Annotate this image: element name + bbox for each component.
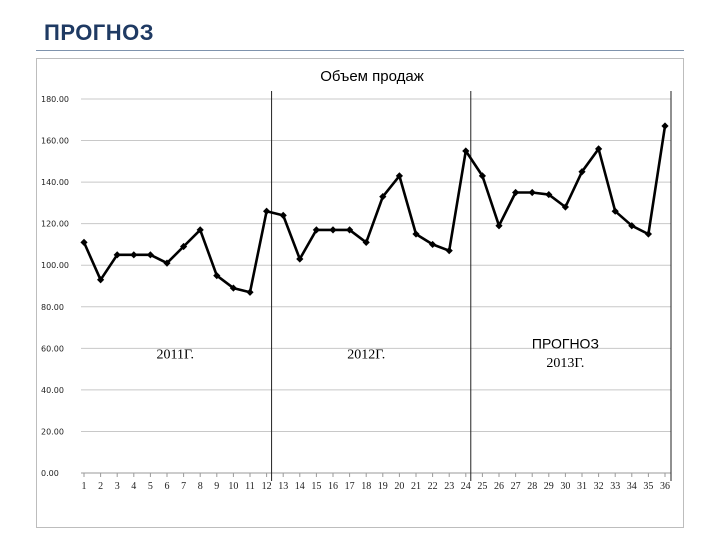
data-point bbox=[478, 172, 486, 180]
x-tick-label: 15 bbox=[311, 481, 321, 492]
data-point bbox=[578, 168, 586, 176]
x-tick-label: 25 bbox=[477, 481, 487, 492]
x-tick-label: 8 bbox=[198, 481, 203, 492]
data-point bbox=[312, 226, 320, 234]
data-point bbox=[180, 242, 188, 251]
data-point bbox=[362, 238, 370, 246]
x-tick-label: 10 bbox=[228, 481, 238, 492]
x-tick-label: 19 bbox=[378, 481, 388, 492]
y-tick-label: 20.00 bbox=[41, 427, 64, 436]
data-point bbox=[97, 276, 105, 284]
x-tick-label: 6 bbox=[165, 481, 170, 492]
y-tick-label: 0.00 bbox=[41, 469, 59, 478]
chart-title: Объем продаж bbox=[320, 68, 424, 85]
y-tick-label: 100.00 bbox=[41, 261, 69, 270]
x-tick-label: 29 bbox=[544, 481, 554, 492]
y-tick-label: 180.00 bbox=[41, 95, 69, 104]
data-point bbox=[196, 226, 204, 234]
year-label: 2012Г. bbox=[347, 348, 385, 363]
series-line bbox=[82, 125, 667, 294]
data-point bbox=[644, 230, 652, 238]
chart-frame: Объем продаж 0.00 20.00 40.00 60.00 80.00 100… bbox=[36, 58, 684, 528]
data-point bbox=[445, 247, 453, 255]
x-tick-label: 21 bbox=[411, 481, 421, 492]
x-tick-label: 35 bbox=[643, 481, 653, 492]
x-tick-label: 12 bbox=[262, 481, 272, 492]
slide-title: ПРОГНОЗ bbox=[44, 20, 155, 45]
data-point bbox=[346, 226, 354, 234]
data-point bbox=[512, 188, 520, 197]
x-axis-ticks: 1 2 3 4 5 6 7 8 9 10 11 12 13 14 15 16 17 18 19 20 21 22 23 24 2… bbox=[82, 473, 670, 492]
data-point bbox=[296, 255, 304, 263]
y-tick-label: 80.00 bbox=[41, 303, 64, 312]
y-tick-label: 160.00 bbox=[41, 137, 69, 146]
x-tick-label: 2 bbox=[98, 481, 103, 492]
x-tick-label: 13 bbox=[278, 481, 288, 492]
x-tick-label: 22 bbox=[428, 481, 438, 492]
x-tick-label: 16 bbox=[328, 481, 338, 492]
x-tick-label: 5 bbox=[148, 481, 153, 492]
x-tick-label: 30 bbox=[560, 481, 570, 492]
x-tick-label: 17 bbox=[345, 481, 355, 492]
line-chart: Объем продаж 0.0020.0040.0060.0080.00100… bbox=[41, 68, 672, 492]
data-point bbox=[263, 207, 271, 215]
x-tick-label: 11 bbox=[245, 481, 255, 492]
x-tick-label: 18 bbox=[361, 481, 371, 492]
x-tick-label: 4 bbox=[131, 481, 136, 492]
data-point bbox=[379, 193, 387, 201]
data-point bbox=[329, 226, 337, 234]
x-tick-label: 28 bbox=[527, 481, 537, 492]
data-point bbox=[146, 251, 154, 259]
data-point bbox=[628, 222, 636, 230]
x-tick-label: 33 bbox=[610, 481, 620, 492]
data-point bbox=[561, 203, 569, 211]
data-point bbox=[395, 172, 403, 180]
y-tick-label: 40.00 bbox=[41, 386, 64, 395]
series-sales bbox=[80, 122, 669, 296]
data-point bbox=[246, 288, 254, 296]
year-label: ПРОГНОЗ bbox=[532, 335, 599, 351]
grid-lines bbox=[81, 98, 671, 474]
data-point bbox=[429, 240, 437, 249]
x-tick-label: 31 bbox=[577, 481, 587, 492]
x-tick-label: 20 bbox=[394, 481, 404, 492]
y-tick-label: 60.00 bbox=[41, 344, 64, 353]
year-dividers bbox=[271, 91, 672, 481]
x-tick-label: 23 bbox=[444, 481, 454, 492]
y-tick-label: 120.00 bbox=[41, 220, 69, 229]
data-point bbox=[661, 122, 669, 130]
y-axis-ticks: 0.00 20.00 40.00 60.00 80.00 100.00 120.00 140.… bbox=[41, 95, 69, 478]
x-tick-label: 7 bbox=[181, 481, 186, 492]
year-label: 2013Г. bbox=[546, 356, 584, 371]
x-tick-label: 24 bbox=[461, 481, 471, 492]
data-point bbox=[545, 190, 553, 199]
data-point bbox=[495, 222, 503, 230]
x-tick-label: 3 bbox=[115, 481, 120, 492]
x-tick-label: 36 bbox=[660, 481, 670, 492]
data-point bbox=[113, 251, 121, 259]
data-point bbox=[611, 207, 619, 215]
annotations: 2011Г. 2012Г. ПРОГНОЗ 2013Г. bbox=[157, 335, 599, 371]
x-tick-label: 1 bbox=[82, 481, 87, 492]
x-tick-label: 32 bbox=[594, 481, 604, 492]
data-point bbox=[528, 188, 536, 197]
title-divider bbox=[36, 50, 684, 51]
data-point bbox=[595, 145, 603, 153]
x-tick-label: 34 bbox=[627, 481, 637, 492]
y-tick-label: 140.00 bbox=[41, 178, 69, 187]
x-tick-label: 14 bbox=[295, 481, 305, 492]
x-tick-label: 26 bbox=[494, 481, 504, 492]
data-point bbox=[279, 211, 287, 219]
x-tick-label: 27 bbox=[511, 481, 521, 492]
year-label: 2011Г. bbox=[157, 348, 195, 363]
data-point bbox=[412, 230, 420, 238]
data-point bbox=[130, 251, 138, 259]
x-tick-label: 9 bbox=[214, 481, 219, 492]
